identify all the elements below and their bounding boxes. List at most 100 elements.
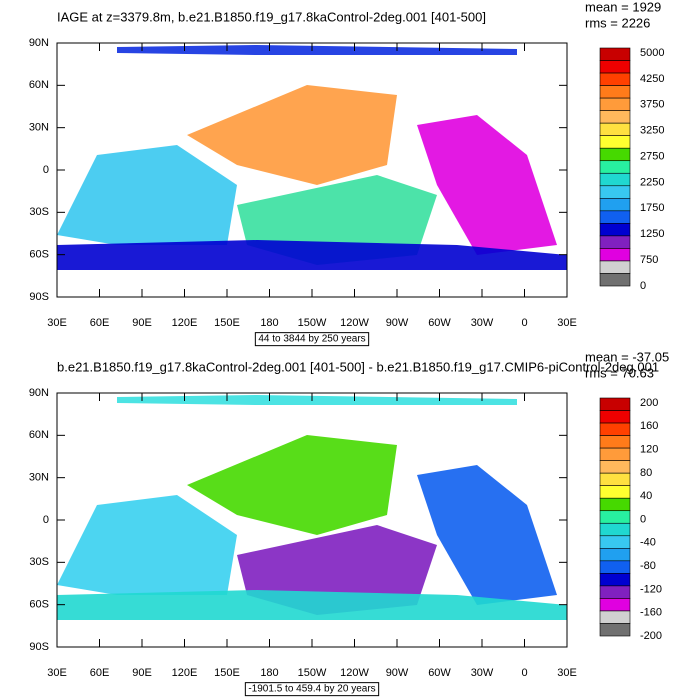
colorbar-box bbox=[599, 72, 631, 86]
lon-label: 150E bbox=[214, 667, 240, 679]
lon-label: 60W bbox=[428, 667, 451, 679]
colorbar-label: 3250 bbox=[640, 125, 664, 137]
colorbar-label: 1250 bbox=[640, 228, 664, 240]
colorbar-box bbox=[599, 397, 631, 411]
colorbar-box bbox=[599, 160, 631, 174]
lon-label: 0 bbox=[521, 317, 527, 329]
colorbar-label: -120 bbox=[640, 583, 662, 595]
field-region bbox=[417, 115, 557, 255]
colorbar-box bbox=[599, 485, 631, 499]
colorbar-label: -40 bbox=[640, 537, 656, 549]
colorbar-box bbox=[599, 472, 631, 486]
colorbar-box bbox=[599, 147, 631, 162]
colorbar-label: 0 bbox=[640, 280, 646, 292]
lon-label: 60E bbox=[90, 317, 110, 329]
lon-label: 30E bbox=[47, 667, 67, 679]
lat-label: 60S bbox=[29, 599, 49, 611]
panel-title: IAGE at z=3379.8m, b.e21.B1850.f19_g17.8… bbox=[57, 9, 486, 24]
colorbar-box bbox=[599, 235, 631, 249]
lon-label: 150W bbox=[298, 667, 327, 679]
colorbar-box bbox=[599, 223, 631, 237]
colorbar-label: 2250 bbox=[640, 176, 664, 188]
field-region bbox=[117, 395, 517, 405]
lat-label: 30N bbox=[29, 122, 49, 134]
colorbar-label: 750 bbox=[640, 254, 658, 266]
colorbar-label: -80 bbox=[640, 560, 656, 572]
colorbar-box bbox=[599, 110, 631, 124]
lon-label: 120E bbox=[172, 317, 198, 329]
colorbar-box bbox=[599, 460, 631, 474]
lon-label: 150E bbox=[214, 317, 240, 329]
lat-label: 0 bbox=[43, 514, 49, 526]
colorbar-box bbox=[599, 122, 631, 136]
colorbar-box bbox=[599, 522, 631, 537]
lat-label: 30S bbox=[29, 556, 49, 568]
field-region bbox=[57, 240, 567, 270]
mean-stat: mean = -37.05 bbox=[585, 349, 669, 364]
colorbar-box bbox=[599, 535, 631, 549]
colorbar-label: 4250 bbox=[640, 73, 664, 85]
colorbar-label: 40 bbox=[640, 490, 652, 502]
lat-label: 30S bbox=[29, 206, 49, 218]
colorbar-box bbox=[599, 248, 631, 262]
colorbar-label: 2750 bbox=[640, 150, 664, 162]
colorbar-box bbox=[599, 548, 631, 562]
field-region bbox=[117, 45, 517, 55]
field-region bbox=[57, 590, 567, 620]
colorbar-label: 80 bbox=[640, 467, 652, 479]
lat-label: 30N bbox=[29, 472, 49, 484]
colorbar-box bbox=[599, 573, 631, 587]
colorbar-box bbox=[599, 585, 631, 599]
field-region bbox=[417, 465, 557, 605]
colorbar-box bbox=[599, 497, 631, 512]
lon-label: 30E bbox=[47, 317, 67, 329]
colorbar-box bbox=[599, 623, 631, 637]
lat-label: 90N bbox=[29, 37, 49, 49]
colorbar-label: 120 bbox=[640, 444, 658, 456]
lon-label: 30E bbox=[557, 317, 577, 329]
field-region bbox=[57, 495, 237, 595]
lon-label: 120E bbox=[172, 667, 198, 679]
lon-label: 120W bbox=[340, 667, 369, 679]
colorbar-box bbox=[599, 185, 631, 199]
colorbar-box bbox=[599, 560, 631, 574]
lat-label: 60N bbox=[29, 429, 49, 441]
lon-label: 30W bbox=[471, 667, 494, 679]
lon-label: 120W bbox=[340, 317, 369, 329]
lon-label: 0 bbox=[521, 667, 527, 679]
lon-label: 60E bbox=[90, 667, 110, 679]
colorbar-box bbox=[599, 260, 631, 274]
panel-title: b.e21.B1850.f19_g17.8kaControl-2deg.001 … bbox=[57, 359, 659, 374]
range-note-box bbox=[254, 332, 370, 347]
colorbar-label: 160 bbox=[640, 420, 658, 432]
colorbar-label: 1750 bbox=[640, 202, 664, 214]
colorbar-box bbox=[599, 510, 631, 524]
range-note: -1901.5 to 459.4 by 20 years bbox=[248, 684, 375, 695]
lon-label: 30E bbox=[557, 667, 577, 679]
field-region bbox=[187, 85, 397, 185]
lon-label: 90E bbox=[132, 667, 152, 679]
rms-stat: rms = 2226 bbox=[585, 15, 650, 30]
colorbar-label: 200 bbox=[640, 397, 658, 409]
mean-stat: mean = 1929 bbox=[585, 0, 661, 14]
colorbar-box bbox=[599, 447, 631, 461]
colorbar-box bbox=[599, 198, 631, 212]
colorbar-box bbox=[599, 135, 631, 149]
colorbar-box bbox=[599, 60, 631, 74]
range-note: 44 to 3844 by 250 years bbox=[258, 334, 365, 345]
map-field bbox=[57, 395, 567, 620]
colorbar-box bbox=[599, 598, 631, 612]
colorbar-box bbox=[599, 410, 631, 424]
map-field bbox=[57, 45, 567, 270]
colorbar-label: -160 bbox=[640, 607, 662, 619]
colorbar-label: 0 bbox=[640, 513, 646, 525]
lon-label: 90W bbox=[386, 667, 409, 679]
lon-label: 180 bbox=[260, 317, 278, 329]
colorbar-box bbox=[599, 172, 631, 187]
lon-label: 90W bbox=[386, 317, 409, 329]
lon-label: 60W bbox=[428, 317, 451, 329]
lon-label: 90E bbox=[132, 317, 152, 329]
lon-label: 180 bbox=[260, 667, 278, 679]
colorbar-box bbox=[599, 97, 631, 111]
